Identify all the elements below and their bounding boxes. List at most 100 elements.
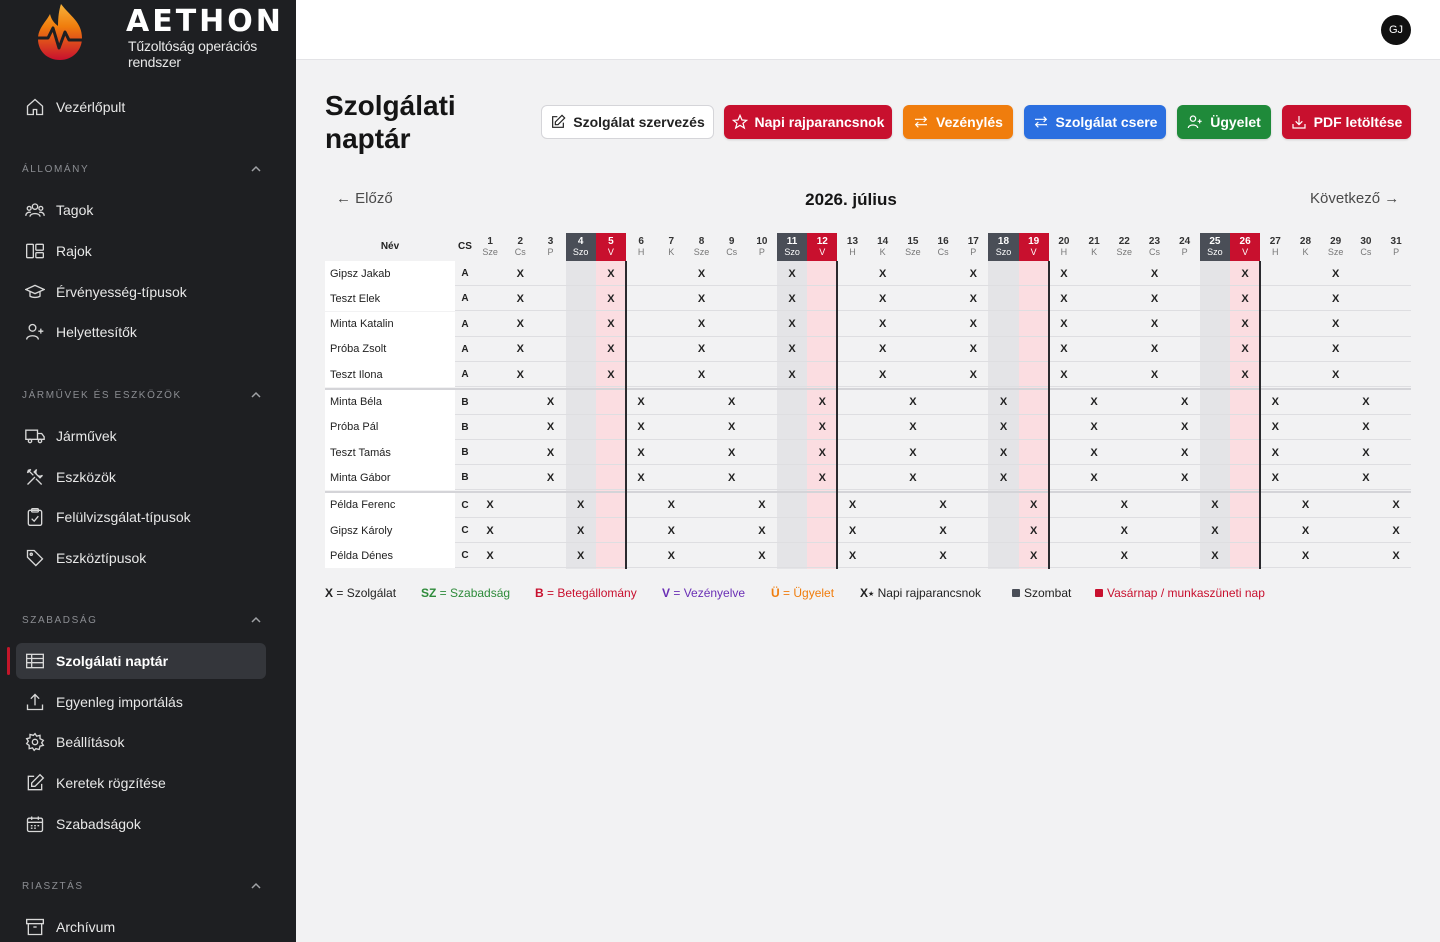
duty-cell[interactable]: X: [1030, 524, 1038, 537]
duty-cell[interactable]: X: [758, 549, 766, 562]
duty-cell[interactable]: X: [909, 396, 917, 408]
duty-cell[interactable]: X: [516, 267, 524, 280]
duty-cell[interactable]: X: [1090, 421, 1098, 434]
duty-cell[interactable]: X: [1120, 499, 1128, 512]
duty-cell[interactable]: X: [637, 421, 645, 434]
duty-cell[interactable]: X: [969, 368, 977, 381]
duty-cell[interactable]: X: [848, 524, 857, 537]
szolgalat-szervezes-button[interactable]: Szolgálat szervezés: [541, 105, 714, 139]
duty-cell[interactable]: X: [1181, 421, 1189, 434]
brand[interactable]: AETHON Tűzoltóság operációs rendszer: [26, 0, 286, 70]
duty-cell[interactable]: X: [848, 499, 857, 512]
duty-cell[interactable]: X: [939, 499, 947, 512]
duty-cell[interactable]: X: [486, 524, 494, 537]
duty-cell[interactable]: X: [1241, 318, 1249, 331]
sidebar-item-eszkozok[interactable]: Eszközök: [16, 459, 266, 495]
duty-cell[interactable]: X: [1181, 446, 1189, 459]
duty-cell[interactable]: X: [1241, 343, 1249, 356]
duty-cell[interactable]: X: [1181, 471, 1189, 484]
duty-cell[interactable]: X: [1211, 549, 1219, 562]
duty-cell[interactable]: X: [1211, 524, 1219, 537]
duty-cell[interactable]: X: [728, 471, 736, 484]
duty-cell[interactable]: X: [1120, 524, 1128, 537]
member-name[interactable]: Minta Katalin: [325, 311, 455, 337]
duty-cell[interactable]: X: [607, 318, 615, 331]
duty-cell[interactable]: X: [1150, 318, 1159, 331]
duty-cell[interactable]: X: [546, 446, 555, 459]
duty-cell[interactable]: X: [909, 471, 917, 484]
duty-cell[interactable]: X: [1150, 292, 1159, 305]
duty-cell[interactable]: X: [788, 368, 796, 381]
duty-cell[interactable]: X: [1150, 368, 1159, 381]
duty-cell[interactable]: X: [999, 471, 1008, 484]
section-header-jarmuvek[interactable]: JÁRMŰVEK ÉS ESZKÖZÖK: [22, 387, 262, 403]
duty-cell[interactable]: X: [1241, 292, 1249, 305]
member-name[interactable]: Próba Pál: [325, 414, 455, 440]
duty-cell[interactable]: X: [969, 267, 977, 280]
sidebar-item-tagok[interactable]: Tagok: [16, 192, 266, 228]
section-header-riasztas[interactable]: RIASZTÁS: [22, 878, 262, 894]
duty-cell[interactable]: X: [546, 471, 555, 484]
sidebar-item-egyenleg-importalas[interactable]: Egyenleg importálás: [16, 684, 266, 720]
vezenyles-button[interactable]: Vezénylés: [903, 105, 1013, 139]
duty-cell[interactable]: X: [728, 421, 736, 434]
member-name[interactable]: Gipsz Jakab: [325, 261, 455, 286]
duty-cell[interactable]: X: [909, 446, 917, 459]
duty-cell[interactable]: X: [1332, 343, 1340, 356]
duty-cell[interactable]: X: [1181, 396, 1189, 408]
duty-cell[interactable]: X: [607, 267, 615, 280]
sidebar-item-eszkoztipusok[interactable]: Eszköztípusok: [16, 540, 266, 576]
duty-cell[interactable]: X: [1271, 471, 1279, 484]
duty-cell[interactable]: X: [848, 549, 857, 562]
duty-cell[interactable]: X: [758, 524, 766, 537]
duty-cell[interactable]: X: [758, 499, 766, 512]
sidebar-item-szolgalati-naptar[interactable]: Szolgálati naptár: [16, 643, 266, 679]
duty-cell[interactable]: X: [1332, 368, 1340, 381]
sidebar-item-felulvizsgalat-tipusok[interactable]: Felülvizsgálat-típusok: [16, 499, 266, 535]
duty-cell[interactable]: X: [999, 396, 1008, 408]
duty-cell[interactable]: X: [909, 421, 917, 434]
duty-cell[interactable]: X: [788, 343, 796, 356]
duty-cell[interactable]: X: [818, 446, 826, 459]
duty-cell[interactable]: X: [637, 396, 645, 408]
duty-cell[interactable]: X: [516, 292, 524, 305]
pdf-download-button[interactable]: PDF letöltése: [1282, 105, 1411, 139]
duty-cell[interactable]: X: [1271, 421, 1279, 434]
next-month-link[interactable]: Következő →: [1310, 190, 1400, 207]
user-avatar[interactable]: GJ: [1381, 15, 1411, 45]
duty-cell[interactable]: X: [577, 549, 585, 562]
duty-cell[interactable]: X: [1211, 499, 1219, 512]
duty-cell[interactable]: X: [697, 267, 706, 280]
duty-cell[interactable]: X: [516, 318, 524, 331]
duty-cell[interactable]: X: [546, 396, 555, 408]
duty-cell[interactable]: X: [818, 396, 826, 408]
duty-cell[interactable]: X: [516, 343, 524, 356]
duty-cell[interactable]: X: [1362, 446, 1370, 459]
member-name[interactable]: Minta Béla: [325, 389, 455, 415]
duty-cell[interactable]: X: [637, 446, 645, 459]
duty-cell[interactable]: X: [1060, 267, 1068, 280]
duty-cell[interactable]: X: [1362, 396, 1370, 408]
duty-cell[interactable]: X: [667, 524, 675, 537]
duty-cell[interactable]: X: [637, 471, 645, 484]
section-header-szabadsag[interactable]: SZABADSÁG: [22, 612, 262, 628]
duty-cell[interactable]: X: [607, 343, 615, 356]
duty-cell[interactable]: X: [486, 549, 494, 562]
member-name[interactable]: Teszt Elek: [325, 286, 455, 312]
duty-cell[interactable]: X: [1301, 524, 1310, 537]
duty-cell[interactable]: X: [516, 368, 524, 381]
duty-cell[interactable]: X: [697, 318, 706, 331]
duty-cell[interactable]: X: [969, 292, 977, 305]
duty-cell[interactable]: X: [1060, 368, 1068, 381]
prev-month-link[interactable]: ← Előző: [336, 190, 393, 207]
duty-cell[interactable]: X: [486, 499, 494, 512]
duty-cell[interactable]: X: [1301, 549, 1310, 562]
duty-cell[interactable]: X: [1332, 318, 1340, 331]
duty-cell[interactable]: X: [818, 421, 826, 434]
duty-cell[interactable]: X: [1241, 267, 1249, 280]
duty-cell[interactable]: X: [1120, 549, 1128, 562]
duty-cell[interactable]: X: [1090, 446, 1098, 459]
duty-cell[interactable]: X: [1271, 446, 1279, 459]
duty-cell[interactable]: X: [697, 292, 706, 305]
duty-cell[interactable]: X: [1060, 318, 1068, 331]
